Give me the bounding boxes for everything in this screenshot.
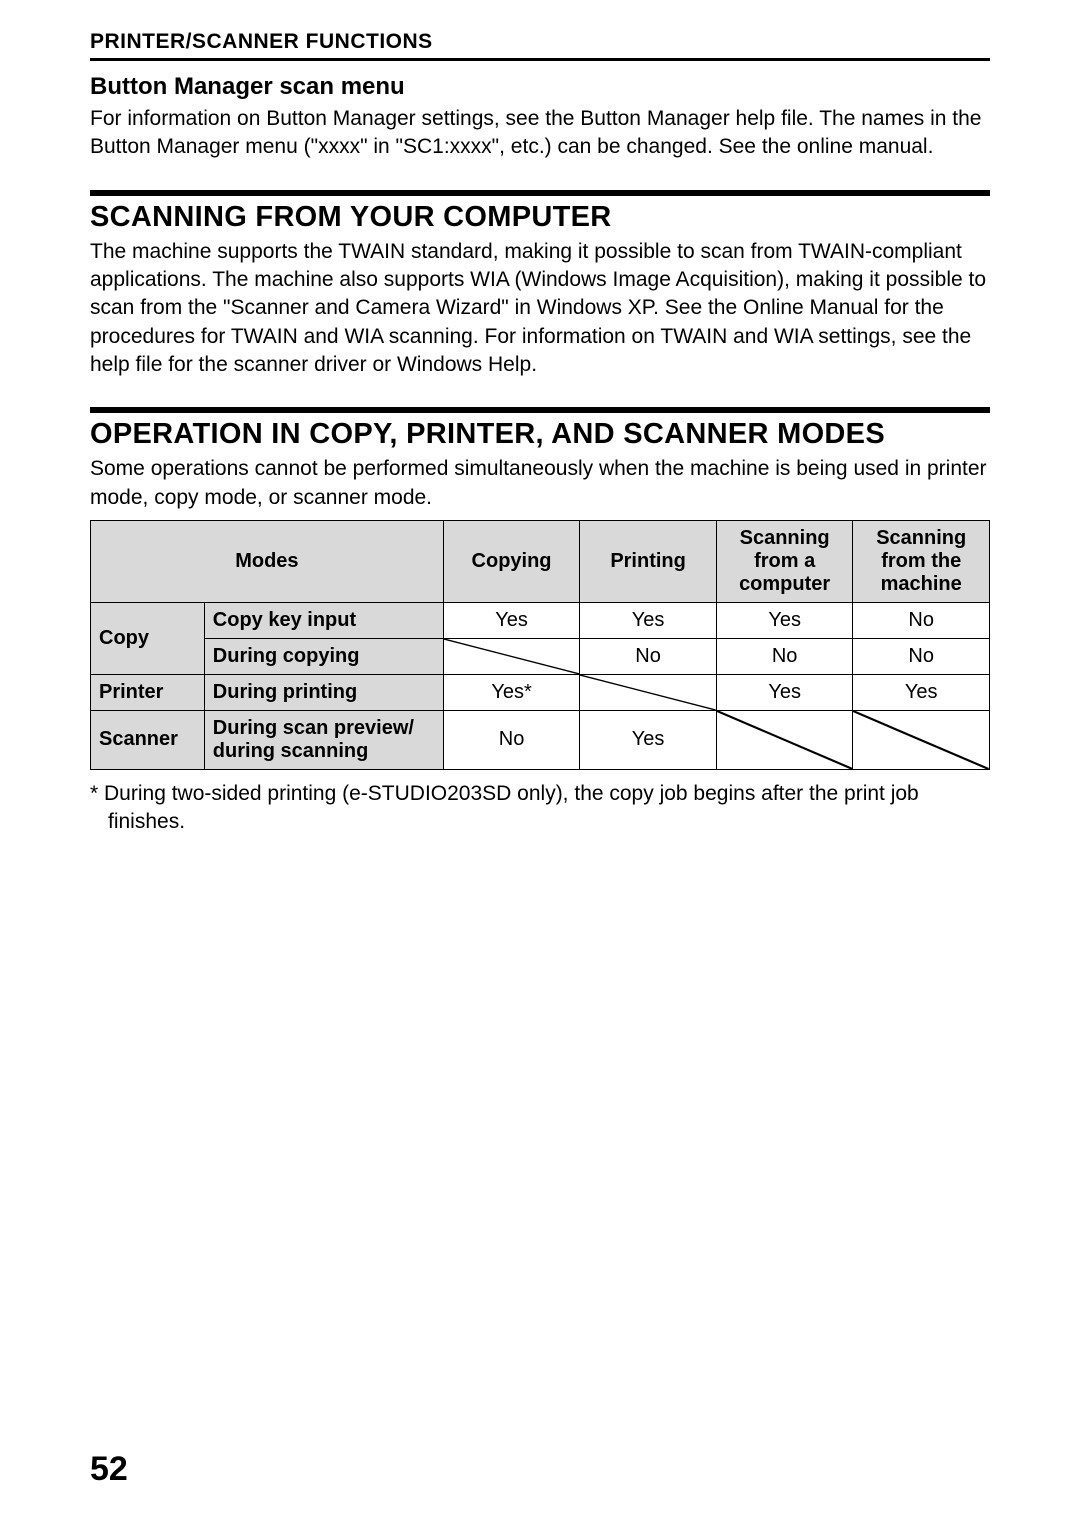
section-divider-1 [90, 190, 990, 196]
chapter-header: PRINTER/SCANNER FUNCTIONS [90, 30, 990, 61]
table-row: During copyingNoNoNo [91, 638, 990, 674]
value-cell [716, 710, 853, 769]
section-divider-2 [90, 407, 990, 413]
value-cell: No [853, 638, 990, 674]
th-scan-computer: Scanning from a computer [716, 520, 853, 602]
table-row: ScannerDuring scan preview/ during scann… [91, 710, 990, 769]
state-label-cell: Copy key input [204, 602, 443, 638]
value-cell: Yes [443, 602, 580, 638]
value-cell: Yes [716, 674, 853, 710]
subsection-title: Button Manager scan menu [90, 73, 990, 101]
value-cell [580, 674, 717, 710]
value-cell: No [853, 602, 990, 638]
th-modes: Modes [91, 520, 444, 602]
section1-title: SCANNING FROM YOUR COMPUTER [90, 202, 990, 234]
mode-cell: Scanner [91, 710, 205, 769]
th-copying: Copying [443, 520, 580, 602]
mode-cell: Printer [91, 674, 205, 710]
value-cell: Yes [580, 710, 717, 769]
value-cell: No [443, 710, 580, 769]
th-scan-machine: Scanning from the machine [853, 520, 990, 602]
value-cell: Yes* [443, 674, 580, 710]
modes-table: Modes Copying Printing Scanning from a c… [90, 520, 990, 770]
mode-cell: Copy [91, 602, 205, 674]
value-cell: No [716, 638, 853, 674]
state-label-cell: During scan preview/ during scanning [204, 710, 443, 769]
value-cell: Yes [580, 602, 717, 638]
section1-body: The machine supports the TWAIN standard,… [90, 238, 990, 380]
state-label-cell: During printing [204, 674, 443, 710]
th-printing: Printing [580, 520, 717, 602]
value-cell [853, 710, 990, 769]
footnote: * During two-sided printing (e-STUDIO203… [90, 780, 990, 837]
value-cell: Yes [853, 674, 990, 710]
table-row: PrinterDuring printingYes* YesYes [91, 674, 990, 710]
state-label-cell: During copying [204, 638, 443, 674]
chapter-title: PRINTER/SCANNER FUNCTIONS [90, 30, 990, 54]
section2-title: OPERATION IN COPY, PRINTER, AND SCANNER … [90, 419, 990, 451]
table-header-row: Modes Copying Printing Scanning from a c… [91, 520, 990, 602]
page-number: 52 [90, 1450, 128, 1489]
value-cell [443, 638, 580, 674]
subsection-body: For information on Button Manager settin… [90, 105, 990, 162]
value-cell: Yes [716, 602, 853, 638]
table-row: CopyCopy key inputYesYesYesNo [91, 602, 990, 638]
section2-body: Some operations cannot be performed simu… [90, 455, 990, 512]
value-cell: No [580, 638, 717, 674]
